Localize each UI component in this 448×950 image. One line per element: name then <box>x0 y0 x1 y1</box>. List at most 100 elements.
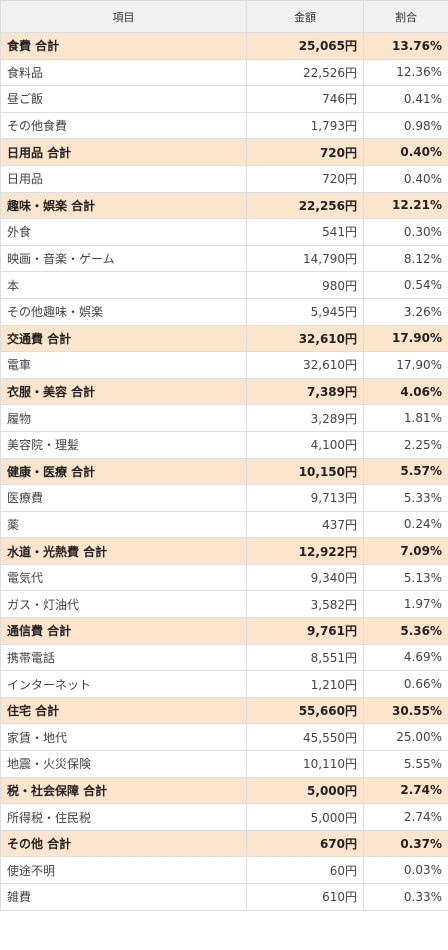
row-amount-cell: 7,389円 <box>246 377 364 406</box>
row-amount-cell: 9,340円 <box>246 563 364 592</box>
row-ratio-cell: 1.97% <box>363 590 448 619</box>
row-ratio-cell: 0.41% <box>363 85 448 113</box>
row-amount-cell: 60円 <box>246 856 364 884</box>
table-row: 電車 32,610円 17.90% <box>0 351 448 379</box>
table-row: 食料品 22,526円 12.36% <box>0 58 448 87</box>
row-ratio-cell: 0.66% <box>363 670 448 698</box>
row-ratio-cell: 0.98% <box>363 111 448 140</box>
row-amount-cell: 746円 <box>246 85 364 113</box>
row-item-cell: その他 合計 <box>0 829 247 858</box>
row-amount-cell: 4,100円 <box>246 430 364 459</box>
row-ratio-cell: 5.13% <box>363 563 448 592</box>
category-total-row: 食費 合計 25,065円 13.76% <box>0 32 448 60</box>
category-total-row: 趣味・娯楽 合計 22,256円 12.21% <box>0 191 448 220</box>
row-amount-cell: 1,793円 <box>246 111 364 140</box>
row-item-cell: 日用品 合計 <box>0 138 247 166</box>
row-ratio-cell: 17.90% <box>363 324 448 353</box>
row-item-cell: 映画・音楽・ゲーム <box>0 244 247 273</box>
row-item-cell: インターネット <box>0 670 247 698</box>
row-ratio-cell: 4.69% <box>363 643 448 672</box>
row-ratio-cell: 0.33% <box>363 883 448 911</box>
row-amount-cell: 32,610円 <box>246 324 364 353</box>
category-total-row: 住宅 合計 55,660円 30.55% <box>0 696 448 725</box>
category-total-row: 日用品 合計 720円 0.40% <box>0 138 448 166</box>
row-amount-cell: 3,289円 <box>246 404 364 432</box>
table-row: 医療費 9,713円 5.33% <box>0 484 448 512</box>
table-row: 日用品 720円 0.40% <box>0 164 448 193</box>
row-amount-cell: 10,110円 <box>246 750 364 778</box>
row-ratio-cell: 8.12% <box>363 244 448 273</box>
row-ratio-cell: 0.40% <box>363 138 448 166</box>
row-item-cell: その他食費 <box>0 111 247 140</box>
row-item-cell: 医療費 <box>0 484 247 512</box>
row-amount-cell: 3,582円 <box>246 590 364 619</box>
row-amount-cell: 541円 <box>246 218 364 246</box>
table-row: 電気代 9,340円 5.13% <box>0 563 448 592</box>
category-total-row: 水道・光熱費 合計 12,922円 7.09% <box>0 537 448 565</box>
row-item-cell: 衣服・美容 合計 <box>0 377 247 406</box>
row-item-cell: 食費 合計 <box>0 32 247 60</box>
row-ratio-cell: 4.06% <box>363 377 448 406</box>
table-row: インターネット 1,210円 0.66% <box>0 670 448 698</box>
row-item-cell: その他趣味・娯楽 <box>0 297 247 326</box>
row-amount-cell: 9,761円 <box>246 617 364 645</box>
row-ratio-cell: 17.90% <box>363 351 448 379</box>
category-total-row: 通信費 合計 9,761円 5.36% <box>0 617 448 645</box>
row-item-cell: 地震・火災保険 <box>0 750 247 778</box>
row-item-cell: 趣味・娯楽 合計 <box>0 191 247 220</box>
header-amount: 金額 <box>246 0 364 33</box>
category-total-row: 衣服・美容 合計 7,389円 4.06% <box>0 377 448 406</box>
row-ratio-cell: 2.25% <box>363 430 448 459</box>
category-total-row: 交通費 合計 32,610円 17.90% <box>0 324 448 353</box>
row-item-cell: 薬 <box>0 510 247 539</box>
row-item-cell: 所得税・住民税 <box>0 803 247 831</box>
category-total-row: その他 合計 670円 0.37% <box>0 829 448 858</box>
row-amount-cell: 22,526円 <box>246 58 364 87</box>
table-row: 地震・火災保険 10,110円 5.55% <box>0 750 448 778</box>
row-amount-cell: 720円 <box>246 138 364 166</box>
row-item-cell: 日用品 <box>0 164 247 193</box>
row-amount-cell: 5,945円 <box>246 297 364 326</box>
row-item-cell: 住宅 合計 <box>0 696 247 725</box>
category-total-row: 税・社会保障 合計 5,000円 2.74% <box>0 776 448 805</box>
table-row: 履物 3,289円 1.81% <box>0 404 448 432</box>
row-item-cell: 昼ご飯 <box>0 85 247 113</box>
header-item: 項目 <box>0 0 247 33</box>
table-row: 使途不明 60円 0.03% <box>0 856 448 884</box>
row-item-cell: 美容院・理髪 <box>0 430 247 459</box>
table-row: その他趣味・娯楽 5,945円 3.26% <box>0 297 448 326</box>
row-ratio-cell: 7.09% <box>363 537 448 565</box>
table-row: 薬 437円 0.24% <box>0 510 448 539</box>
row-amount-cell: 14,790円 <box>246 244 364 273</box>
row-amount-cell: 55,660円 <box>246 696 364 725</box>
row-amount-cell: 9,713円 <box>246 484 364 512</box>
row-amount-cell: 670円 <box>246 829 364 858</box>
row-ratio-cell: 13.76% <box>363 32 448 60</box>
row-item-cell: 電気代 <box>0 563 247 592</box>
row-amount-cell: 1,210円 <box>246 670 364 698</box>
row-ratio-cell: 0.24% <box>363 510 448 539</box>
row-amount-cell: 32,610円 <box>246 351 364 379</box>
table-row: 所得税・住民税 5,000円 2.74% <box>0 803 448 831</box>
row-ratio-cell: 12.36% <box>363 58 448 87</box>
row-item-cell: 外食 <box>0 218 247 246</box>
row-amount-cell: 610円 <box>246 883 364 911</box>
row-item-cell: 健康・医療 合計 <box>0 457 247 486</box>
row-item-cell: 通信費 合計 <box>0 617 247 645</box>
table-row: その他食費 1,793円 0.98% <box>0 111 448 140</box>
table-row: 昼ご飯 746円 0.41% <box>0 85 448 113</box>
row-ratio-cell: 0.30% <box>363 218 448 246</box>
row-amount-cell: 45,550円 <box>246 723 364 752</box>
row-ratio-cell: 5.36% <box>363 617 448 645</box>
row-item-cell: 雑費 <box>0 883 247 911</box>
row-ratio-cell: 3.26% <box>363 297 448 326</box>
row-ratio-cell: 2.74% <box>363 776 448 805</box>
row-item-cell: 履物 <box>0 404 247 432</box>
table-row: 家賃・地代 45,550円 25.00% <box>0 723 448 752</box>
row-amount-cell: 720円 <box>246 164 364 193</box>
table-header-row: 項目 金額 割合 <box>0 0 448 33</box>
row-item-cell: 携帯電話 <box>0 643 247 672</box>
row-ratio-cell: 0.54% <box>363 271 448 299</box>
expense-summary-table: 項目 金額 割合 食費 合計 25,065円 13.76% 食料品 22,526円 12.… <box>0 0 448 911</box>
row-ratio-cell: 2.74% <box>363 803 448 831</box>
